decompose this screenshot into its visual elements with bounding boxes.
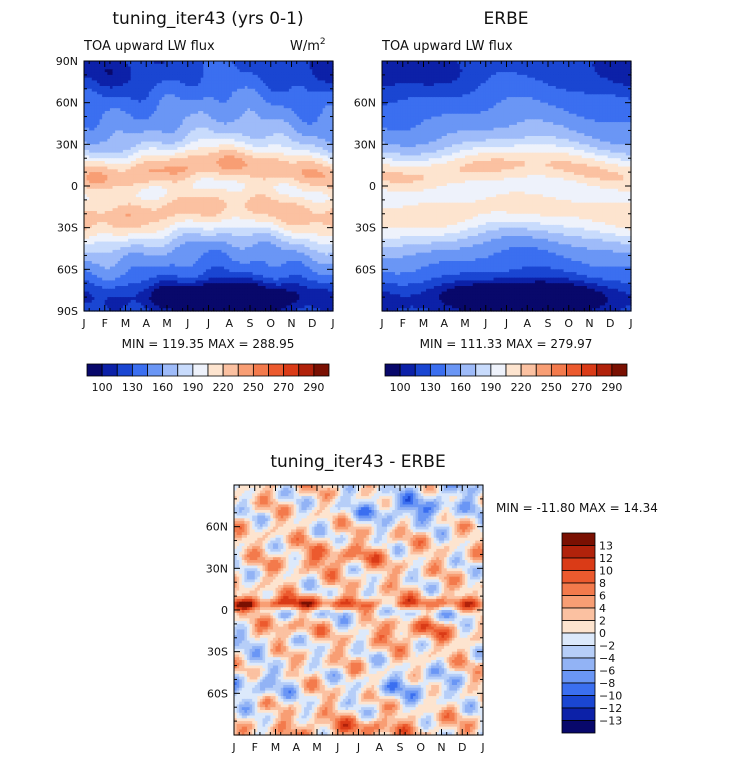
- units-text: W/m: [290, 39, 320, 54]
- panel-model-subtitle: TOA upward LW flux: [83, 39, 215, 54]
- panel-model: tuning_iter43 (yrs 0-1) TOA upward LW fl…: [56, 9, 335, 394]
- panel-model-title: tuning_iter43 (yrs 0-1): [112, 9, 303, 29]
- heatmap-cells: [84, 61, 334, 312]
- panel-model-units: W/m2: [290, 37, 326, 54]
- figure: tuning_iter43 (yrs 0-1) TOA upward LW fl…: [0, 0, 733, 765]
- units-superscript: 2: [320, 37, 326, 47]
